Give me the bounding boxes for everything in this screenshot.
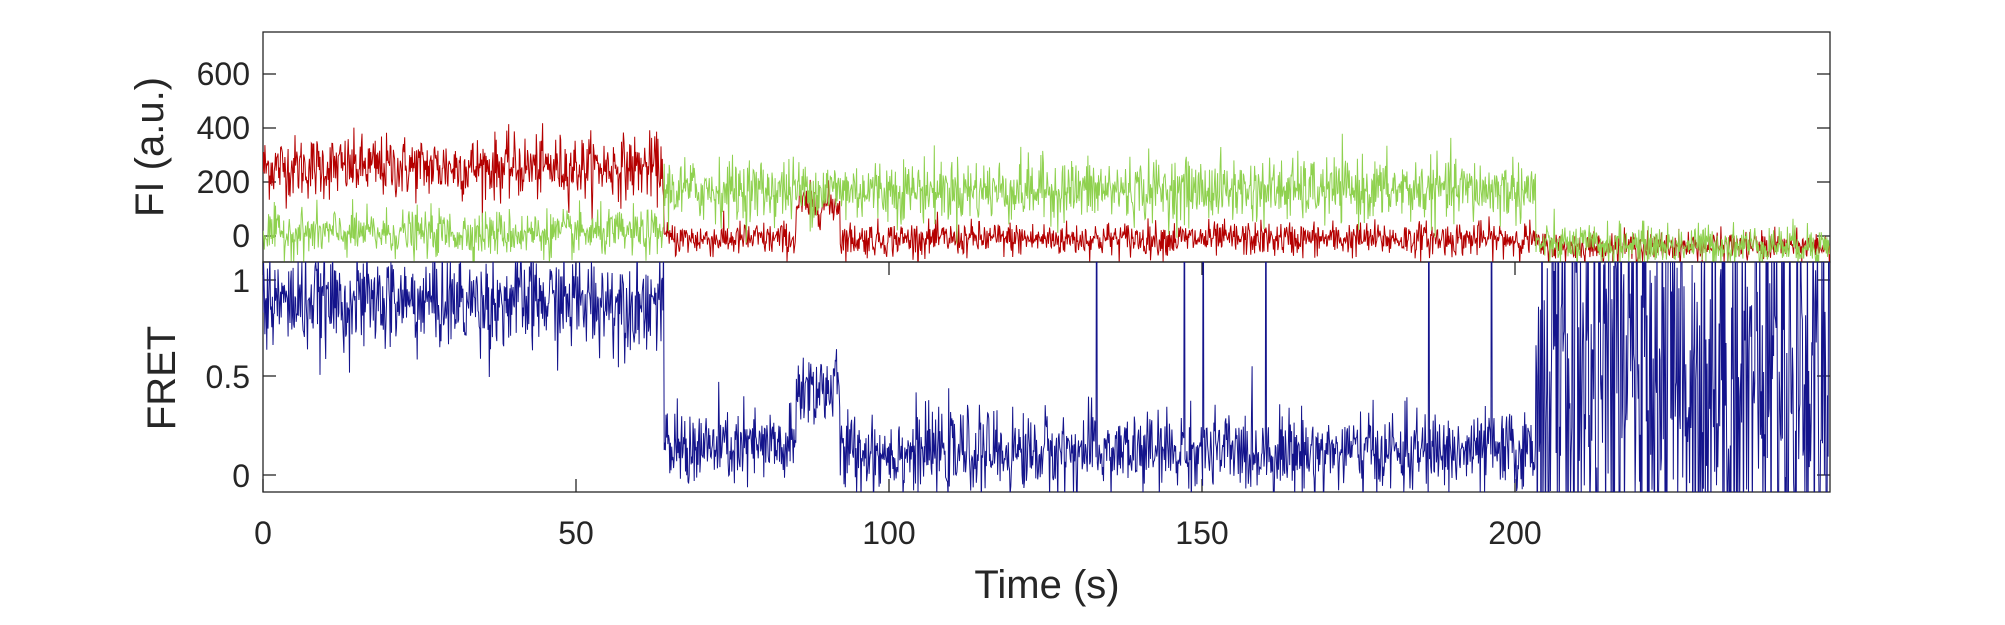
fret-x-tick-label: 50 — [558, 515, 594, 551]
fret-x-ticks: 0 50 100 150 200 — [254, 262, 1542, 551]
fret-y-tick-label: 0 — [232, 458, 250, 494]
fret-x-tick-label: 0 — [254, 515, 272, 551]
fret-x-axis-label: Time (s) — [974, 563, 1119, 607]
fluorescence-y-tick-label: 0 — [232, 218, 250, 254]
fret-axes-box — [262, 261, 1831, 493]
fret-y-tick-label: 0.5 — [206, 359, 250, 395]
fret-y-tick-label: 1 — [232, 263, 250, 299]
fret-x-tick-label: 150 — [1175, 515, 1228, 551]
fret-x-tick-label: 200 — [1488, 515, 1541, 551]
fret-y-axis-label: FRET — [140, 326, 184, 430]
fret-y-ticks: 0 0.5 1 — [206, 263, 1830, 494]
fluorescence-y-axis-label: FI (a.u.) — [128, 77, 172, 217]
fluorescence-y-tick-label: 400 — [197, 110, 250, 146]
fret-traces — [263, 262, 1830, 492]
fluorescence-panel: 0 200 400 600 FI (a.u.) — [128, 31, 1831, 263]
fret-series-line-0 — [263, 262, 1830, 492]
fluorescence-traces — [263, 123, 1830, 262]
fluorescence-y-tick-label: 200 — [197, 164, 250, 200]
fluorescence-series-line-0 — [263, 123, 1830, 262]
fluorescence-y-tick-label: 600 — [197, 56, 250, 92]
fret-x-tick-label: 100 — [862, 515, 915, 551]
fluorescence-series-line-1 — [263, 133, 1830, 262]
fret-panel: 0 0.5 1 FRET 0 50 100 150 200 — [140, 261, 1831, 607]
fluorescence-axes-box — [262, 31, 1831, 263]
